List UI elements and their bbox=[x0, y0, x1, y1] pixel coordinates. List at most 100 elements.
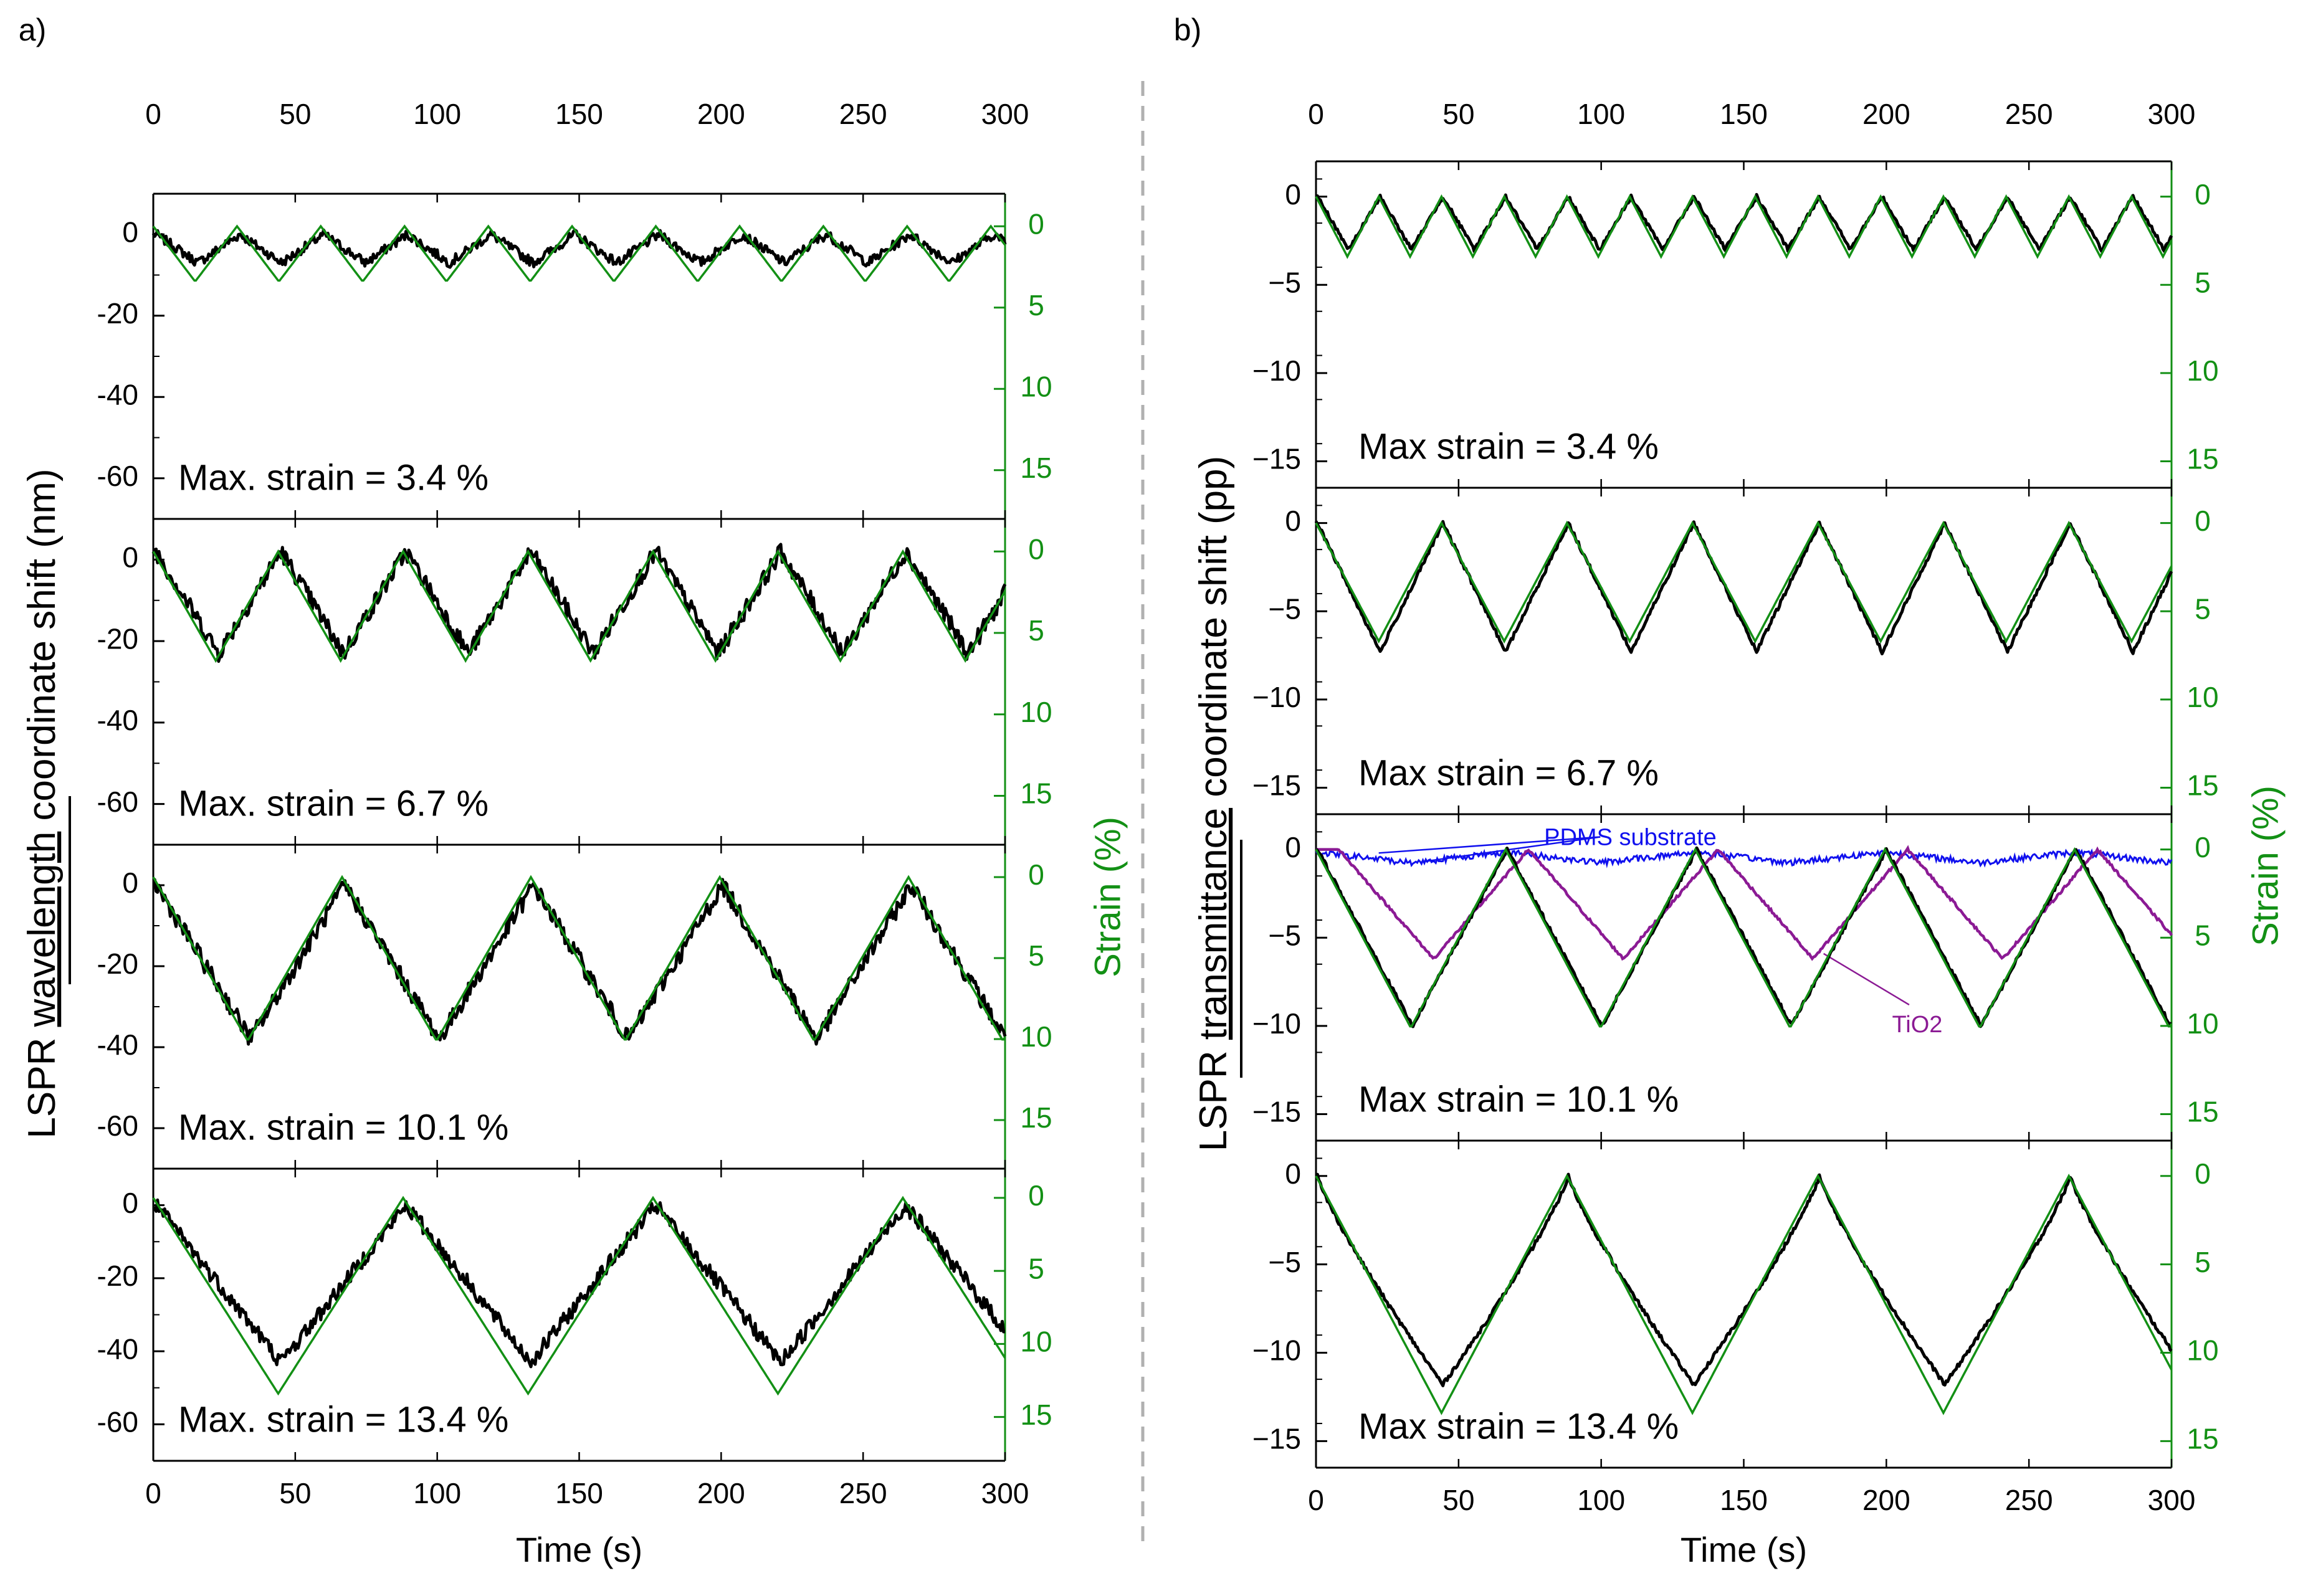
x-top-tick-label: 150 bbox=[1720, 98, 1768, 130]
x-top-tick-label: 100 bbox=[1577, 98, 1625, 130]
strain-tick-label: 5 bbox=[1028, 289, 1044, 321]
y-axis-label: LSPR wavelength coordinate shift (nm) bbox=[21, 468, 64, 1138]
measured-shift-line bbox=[1315, 1172, 2173, 1387]
y-tick-label: 0 bbox=[1285, 1157, 1301, 1190]
strain-tick-label: 5 bbox=[2195, 266, 2211, 298]
subplot-a-1: 0 -20 -40 -60 0 5 10 15 Max. strain = 3.4 % bbox=[97, 192, 1052, 519]
y-tick-label: -60 bbox=[97, 1406, 138, 1438]
strain-tick-label: 15 bbox=[1020, 1101, 1052, 1134]
max-strain-label: Max strain = 13.4 % bbox=[1358, 1406, 1679, 1446]
strain-tick-label: 0 bbox=[2195, 178, 2211, 211]
x-bottom-tick-label: 250 bbox=[839, 1477, 887, 1509]
y-tick-label: -40 bbox=[97, 704, 138, 736]
strain-tick-label: 5 bbox=[2195, 592, 2211, 625]
x-top-tick-label: 250 bbox=[839, 98, 887, 130]
y-tick-label: -60 bbox=[97, 1109, 138, 1142]
max-strain-label: Max strain = 3.4 % bbox=[1358, 426, 1659, 467]
x-bottom-tick-label: 0 bbox=[145, 1477, 161, 1509]
pdms-substrate-label: PDMS substrate bbox=[1544, 825, 1717, 851]
measured-shift-line bbox=[152, 1198, 1006, 1369]
measured-shift-line bbox=[151, 543, 1007, 663]
x-top-tick-label: 200 bbox=[1862, 98, 1910, 130]
y-tick-label: -60 bbox=[97, 786, 138, 818]
pdms-annotation-pointer bbox=[1421, 836, 1601, 863]
y-tick-label: -20 bbox=[97, 297, 138, 330]
strain-tick-label: 15 bbox=[1020, 452, 1052, 484]
strain-tick-label: 10 bbox=[2186, 354, 2218, 387]
y-tick-label: −10 bbox=[1252, 681, 1301, 713]
x-bottom-tick-label: 150 bbox=[1720, 1484, 1768, 1516]
x-top-tick-label: 200 bbox=[697, 98, 745, 130]
y-tick-label: 0 bbox=[122, 216, 138, 248]
y-tick-label: −5 bbox=[1269, 919, 1301, 951]
strain-tick-label: 10 bbox=[1020, 370, 1052, 402]
strain-line bbox=[1315, 520, 2173, 644]
y-tick-label: −5 bbox=[1269, 266, 1301, 298]
y-tick-label: −15 bbox=[1252, 1423, 1301, 1455]
tio2-line bbox=[1316, 845, 2173, 961]
strain-tick-label: 15 bbox=[1020, 777, 1052, 810]
y-axis-label-part: coordinate shift (nm) bbox=[21, 468, 64, 831]
y-tick-label: -20 bbox=[97, 622, 138, 655]
y-tick-label: 0 bbox=[122, 1187, 138, 1219]
strain-tick-label: 10 bbox=[1020, 1326, 1052, 1358]
strain-tick-label: 15 bbox=[2186, 769, 2218, 802]
y-tick-label: −10 bbox=[1252, 1334, 1301, 1367]
y-tick-label: 0 bbox=[122, 541, 138, 574]
strain-tick-label: 5 bbox=[1028, 939, 1044, 972]
max-strain-label: Max strain = 6.7 % bbox=[1358, 753, 1659, 793]
max-strain-label: Max. strain = 10.1 % bbox=[178, 1107, 508, 1147]
x-bottom-tick-label: 50 bbox=[1442, 1484, 1474, 1516]
tio2-label: TiO2 bbox=[1892, 1012, 1942, 1038]
strain-tick-label: 10 bbox=[2186, 681, 2218, 713]
subplot-a-3: 0 -20 -40 -60 0 5 10 15 Max. strain = 10.1 % bbox=[97, 843, 1052, 1169]
subplot-b-1: 0 −5 −10 −15 0 5 10 15 Max strain = 3.4 % bbox=[1252, 160, 2219, 488]
strain-line bbox=[1315, 194, 2173, 259]
measured-shift-line bbox=[1315, 846, 2172, 1028]
subplot-a-4: 0 -20 -40 -60 0 5 10 15 Max. strain = 13.4 % bbox=[97, 1167, 1052, 1462]
x-bottom-tick-label: 150 bbox=[555, 1477, 603, 1509]
y-tick-label: −15 bbox=[1252, 1096, 1301, 1128]
max-strain-label: Max. strain = 3.4 % bbox=[178, 457, 489, 498]
x-bottom-tick-label: 300 bbox=[981, 1477, 1029, 1509]
strain-tick-label: 5 bbox=[2195, 919, 2211, 951]
strain-line bbox=[1315, 847, 2173, 1028]
y-tick-label: −10 bbox=[1252, 1007, 1301, 1040]
strain-tick-label: 15 bbox=[2186, 443, 2218, 475]
strain-tick-label: 0 bbox=[1028, 207, 1044, 240]
strain-tick-label: 0 bbox=[2195, 1157, 2211, 1190]
x-bottom-tick-label: 0 bbox=[1308, 1484, 1324, 1516]
y-axis-label: LSPR transmittance coordinate shift (pp) bbox=[1192, 456, 1235, 1152]
x-bottom-tick-label: 250 bbox=[2005, 1484, 2053, 1516]
tio2-annotation-pointer bbox=[1823, 952, 1910, 1005]
x-bottom-tick-label: 50 bbox=[279, 1477, 311, 1509]
strain-tick-label: 0 bbox=[2195, 505, 2211, 537]
y-tick-label: 0 bbox=[122, 867, 138, 899]
strain-tick-label: 10 bbox=[1020, 696, 1052, 728]
subplot-b-3: 0 −5 −10 −15 0 5 10 15 PDMS substrate TiO2 Max str… bbox=[1252, 813, 2219, 1141]
max-strain-label: Max. strain = 13.4 % bbox=[178, 1399, 508, 1440]
x-top-tick-label: 0 bbox=[145, 98, 161, 130]
max-strain-label: Max strain = 10.1 % bbox=[1358, 1079, 1679, 1119]
y-axis-label-part: coordinate shift (pp) bbox=[1192, 456, 1235, 808]
strain-tick-label: 15 bbox=[2186, 1423, 2218, 1455]
x-bottom-tick-label: 100 bbox=[1577, 1484, 1625, 1516]
pdms-substrate-line bbox=[1315, 847, 2173, 868]
strain-tick-label: 0 bbox=[1028, 858, 1044, 891]
subplot-b-2: 0 −5 −10 −15 0 5 10 15 Max strain = 6.7 % bbox=[1252, 487, 2219, 814]
y-tick-label: -20 bbox=[97, 1260, 138, 1292]
pdms-annotation-pointer bbox=[1378, 836, 1601, 854]
y-tick-label: 0 bbox=[1285, 831, 1301, 863]
x-bottom-tick-label: 200 bbox=[697, 1477, 745, 1509]
y-axis-label-part: LSPR bbox=[21, 1027, 64, 1138]
measured-shift-line bbox=[153, 878, 1007, 1046]
strain-tick-label: 10 bbox=[2186, 1334, 2218, 1367]
strain-line bbox=[152, 549, 1006, 663]
strain-tick-label: 15 bbox=[1020, 1399, 1052, 1431]
x-axis-label: Time (s) bbox=[1681, 1530, 1807, 1569]
panel-letter: a) bbox=[19, 12, 46, 47]
max-strain-label: Max. strain = 6.7 % bbox=[178, 783, 489, 824]
y-tick-label: -20 bbox=[97, 948, 138, 980]
strain-tick-label: 0 bbox=[2195, 831, 2211, 863]
